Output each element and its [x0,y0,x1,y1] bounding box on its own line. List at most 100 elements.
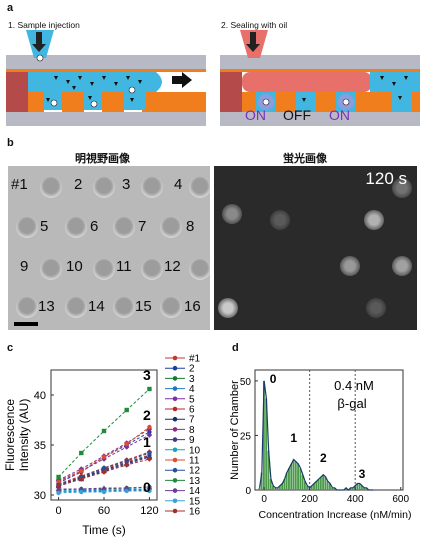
y-axis-label-line2: Intensity (AU) [17,399,31,472]
series-point [147,429,152,435]
x-tick-label: 60 [98,505,110,517]
state-on-right: ON [329,107,350,123]
fluor-spot-12 [392,256,412,276]
peak-label-1: 1 [290,431,297,445]
well-6 [65,216,87,238]
fluorescence-image: 120 s [214,166,417,330]
histogram-bar [344,487,347,490]
histogram-bar [310,485,313,490]
legend-marker [172,457,178,463]
legend-marker [172,478,178,483]
well-12 [189,258,210,280]
histogram-bar [262,380,265,490]
series-point [146,484,153,490]
histogram-bar [326,481,329,490]
well-label-11: 11 [116,258,132,275]
histogram-bar [303,481,306,490]
histogram-bar [272,485,274,490]
brightfield-image: #1 2 3 4 5 6 7 8 9 10 11 12 13 14 15 16 [8,166,210,330]
series-point [56,490,61,496]
legend-marker [172,427,178,432]
y-tick-label: 50 [240,377,252,388]
series-point [124,488,129,494]
legend-marker [172,365,178,371]
histogram-bar [317,479,320,490]
histogram-bar [313,483,315,490]
annotation-concentration: 0.4 nM [334,378,374,393]
well-label-4: 4 [174,176,183,193]
histogram-bar [301,474,304,490]
well-14 [65,296,87,318]
legend-marker [172,437,178,442]
histogram-bar [329,483,331,490]
histogram-bar [319,476,322,490]
legend-marker [172,488,178,493]
fit-curve [258,380,374,491]
well-label-3: 3 [122,176,131,193]
plot-frame [254,369,404,491]
well-9 [40,258,62,280]
histogram-bar [297,463,299,490]
histogram-bar [267,450,270,490]
histogram-bar [265,398,268,490]
chamber-histogram: 0 200 400 600 0 25 50 Concentration Increase (n… [229,369,411,521]
histogram-bar [356,483,359,490]
series-point [146,432,153,438]
series-line-6 [58,451,150,485]
scale-bar [14,322,38,326]
y-tick-label: 25 [240,431,252,442]
step1-title: 1. Sample injection [8,20,80,30]
well-label-7: 7 [138,218,147,235]
oil-sealing-diagram [220,30,420,126]
fluor-spot-11 [340,256,360,276]
series-point [78,476,85,482]
state-off: OFF [283,107,311,123]
well-10 [93,258,115,280]
state-on-left: ON [245,107,266,123]
annotation-enzyme: β-gal [337,396,366,411]
series-point [101,469,107,475]
fluor-spot-16 [366,298,386,318]
histogram-bar [292,459,295,490]
peak-label-3: 3 [359,467,366,481]
series-point [146,456,153,462]
legend-marker [172,376,178,381]
group-label-1: 1 [143,434,151,450]
panel-a-label: a [7,2,14,14]
legend-label-10: 10 [189,445,201,456]
series-point [79,489,84,495]
histogram-bar [349,487,352,490]
histogram-bar [294,461,297,490]
x-tick-label: 200 [301,494,318,505]
histogram-bar [324,476,327,490]
series-point [101,454,107,460]
brightfield-title: 明視野画像 [75,152,130,165]
series-line-12 [58,452,150,486]
series-point [147,450,152,456]
series-point [101,428,107,434]
histogram-bar [299,468,302,490]
fluor-spot-4 [392,178,412,198]
legend-marker [172,396,178,402]
series-point [147,386,152,392]
y-tick-label: 30 [34,490,46,502]
legend-marker [172,447,178,453]
well-label-15: 15 [135,298,152,315]
legend-label-16: 16 [189,507,201,518]
legend-label-13: 13 [189,476,201,487]
legend-label-9: 9 [189,435,195,446]
well-11 [141,258,163,280]
legend-label-12: 12 [189,466,201,477]
y-axis-label: Number of Chamber [229,380,241,480]
series-point [78,486,85,492]
histogram-bar [258,487,261,490]
series-point [56,474,61,480]
panel-c-label: c [7,342,14,354]
histogram-bar [283,479,286,490]
y-tick-label: 40 [34,390,46,402]
series-point [124,407,129,413]
series-point [79,450,84,456]
well-label-10: 10 [66,258,83,275]
histogram-bar [333,487,336,490]
histogram-bar [331,487,334,490]
